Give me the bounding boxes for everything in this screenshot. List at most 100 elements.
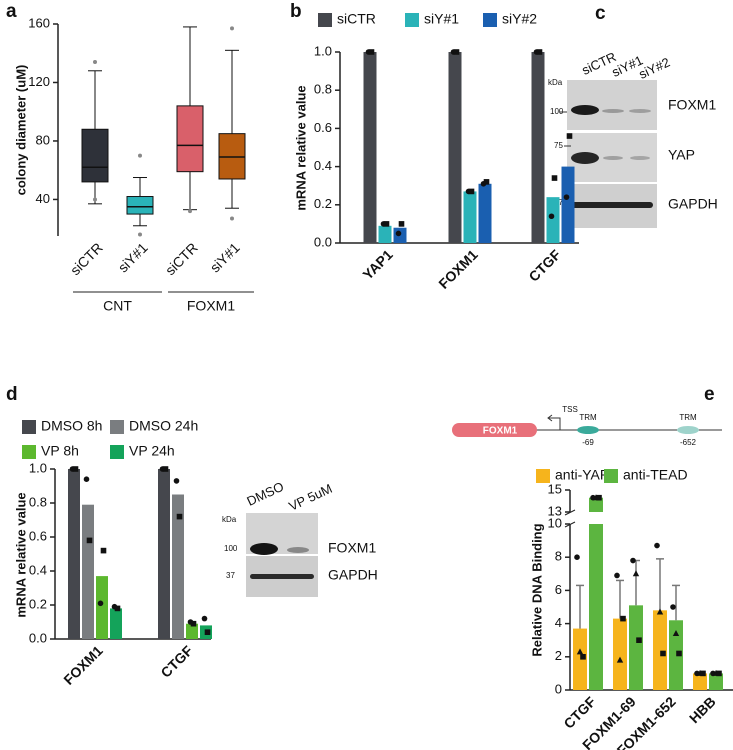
- point: [204, 629, 211, 635]
- outlier: [138, 153, 142, 158]
- point: [83, 476, 90, 483]
- point: [716, 670, 722, 677]
- promoter-diagram: FOXM1 TSS TRM -69 TRM -652: [452, 405, 722, 447]
- y-tick-label: 0.2: [29, 596, 47, 611]
- bar: [561, 166, 575, 243]
- legend-swatch: [110, 420, 124, 434]
- protein-label: YAP: [668, 147, 695, 163]
- point: [700, 670, 706, 677]
- gene-box: [452, 423, 537, 437]
- y-tick-label: 40: [36, 191, 50, 206]
- site-position: -652: [680, 438, 697, 447]
- bar: [669, 620, 683, 690]
- x-tick-label: FOXM1: [60, 642, 106, 688]
- y-axis-label: mRNA relative value: [13, 492, 28, 617]
- site-label: TRM: [679, 413, 697, 422]
- legend-label: VP 8h: [41, 443, 79, 459]
- y-tick-label: 80: [36, 132, 50, 147]
- y-axis-label: Relative DNA Binding: [529, 523, 544, 656]
- point: [483, 179, 490, 185]
- band: [571, 202, 653, 208]
- y-tick-label: 0.4: [29, 562, 47, 577]
- legend-swatch: [22, 445, 36, 459]
- panel-label: a: [6, 1, 17, 22]
- y-tick-label: 0.6: [29, 528, 47, 543]
- point: [72, 466, 79, 472]
- legend-swatch: [604, 469, 618, 483]
- legend-label: siCTR: [337, 11, 376, 27]
- bar: [158, 469, 170, 639]
- y-tick-label: 2: [555, 648, 562, 663]
- point: [676, 650, 682, 657]
- point: [636, 637, 642, 643]
- y-tick-label: 0.6: [314, 120, 332, 135]
- legend-label: anti-YAP: [555, 467, 609, 483]
- outlier: [230, 216, 234, 221]
- site: [577, 426, 599, 434]
- point: [656, 608, 664, 615]
- point: [632, 570, 640, 577]
- marker-label: 75: [554, 141, 563, 150]
- panel-label: e: [704, 384, 715, 405]
- point: [616, 656, 624, 663]
- bar: [546, 197, 560, 243]
- point: [114, 605, 121, 612]
- lane-label: siY#2: [636, 54, 672, 81]
- bar: [186, 623, 198, 639]
- y-tick-label: 160: [28, 15, 50, 30]
- protein-label: FOXM1: [328, 540, 376, 556]
- y-tick-label: 120: [28, 74, 50, 89]
- protein-label: FOXM1: [668, 97, 716, 113]
- point: [654, 542, 660, 549]
- legend-label: VP 24h: [129, 443, 175, 459]
- point: [551, 175, 558, 181]
- outlier: [138, 232, 142, 237]
- point: [620, 615, 626, 622]
- y-tick-label: 0.0: [314, 234, 332, 249]
- point: [468, 188, 475, 195]
- legend-swatch: [483, 13, 497, 27]
- point: [97, 600, 104, 607]
- point: [100, 547, 107, 554]
- y-tick-label: 6: [555, 582, 562, 597]
- point: [596, 494, 602, 501]
- legend-swatch: [536, 469, 550, 483]
- band: [571, 105, 599, 115]
- y-tick-label: 0.0: [29, 630, 47, 645]
- protein-label: GAPDH: [668, 196, 718, 212]
- band: [603, 156, 623, 160]
- y-tick-label: 0.8: [314, 82, 332, 97]
- point: [670, 604, 676, 610]
- bar: [589, 497, 603, 512]
- bar: [478, 183, 492, 243]
- band: [629, 109, 651, 113]
- y-axis-label: colony diameter (uM): [13, 65, 28, 196]
- gene-label: FOXM1: [483, 426, 518, 437]
- point: [162, 466, 169, 472]
- legend-swatch: [110, 445, 124, 459]
- bar: [82, 504, 94, 639]
- bar: [589, 524, 603, 690]
- x-tick-label: HBB: [686, 693, 719, 726]
- unit-label: kDa: [548, 78, 563, 87]
- band: [571, 152, 599, 164]
- legend-label: siY#2: [502, 11, 537, 27]
- bar: [693, 673, 707, 690]
- marker-label: 37: [226, 571, 235, 580]
- point: [173, 478, 180, 484]
- bar: [613, 618, 627, 690]
- y-tick-label: 0.4: [314, 158, 332, 173]
- legend-swatch: [405, 13, 419, 27]
- y-tick-label: 10: [548, 515, 562, 530]
- panel-label: c: [595, 3, 606, 24]
- group-label: FOXM1: [187, 298, 235, 314]
- site-position: -69: [582, 438, 594, 447]
- point: [398, 221, 405, 227]
- y-tick-label: 0: [555, 681, 562, 696]
- point: [548, 213, 555, 220]
- point: [536, 49, 543, 55]
- blot-c: siCTR siY#1 siY#2 kDa 100 75 37 FOXM1 YA…: [548, 49, 718, 228]
- point: [614, 572, 620, 579]
- tss-arrow: [547, 414, 561, 430]
- y-axis-label: mRNA relative value: [293, 85, 308, 210]
